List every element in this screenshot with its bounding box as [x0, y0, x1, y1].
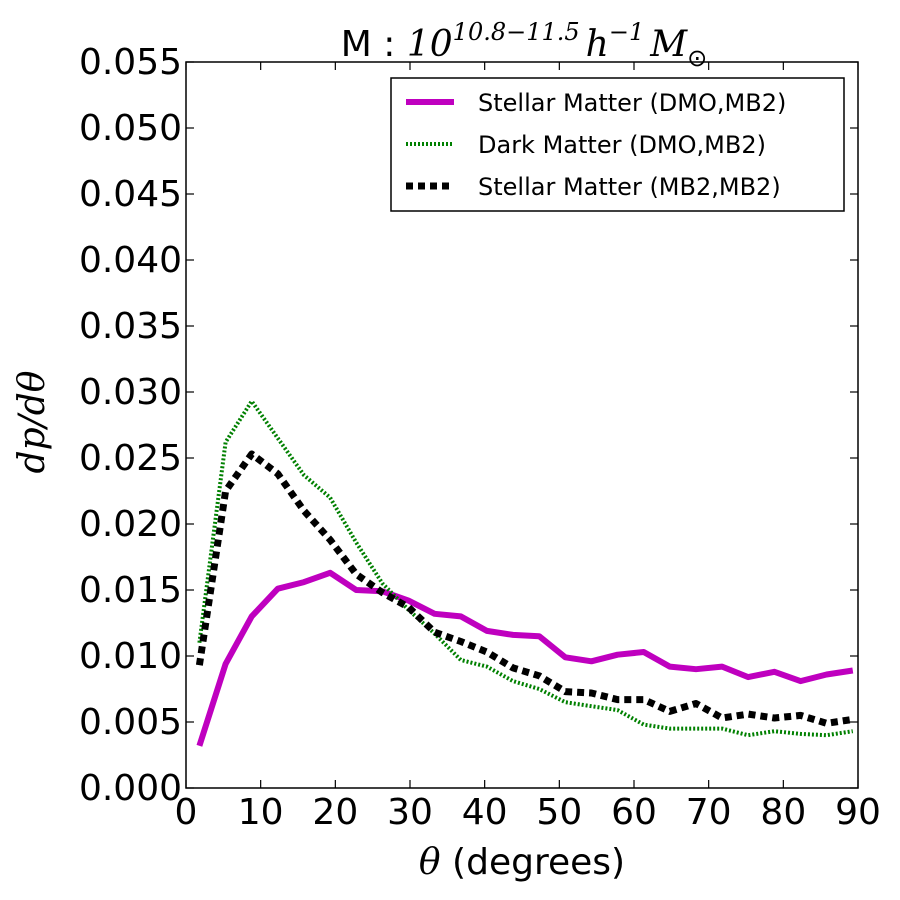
y-axis-label: dp/dθ	[12, 370, 53, 473]
x-tick-label: 30	[387, 792, 433, 833]
title-h-exponent: −1	[609, 18, 644, 46]
plot-frame	[185, 61, 859, 789]
title-m: M	[649, 24, 688, 65]
y-tick-label: 0.020	[79, 504, 182, 545]
x-axis-label: θ (degrees)	[419, 842, 625, 883]
series-line-2	[197, 399, 854, 738]
y-tick-label: 0.005	[79, 702, 182, 743]
ticks-layer: 0 10 20 30 40 50 60 70 80 90 0.000 0.005 0.010 0.015 0…	[79, 42, 881, 833]
x-tick-label: 40	[462, 792, 508, 833]
x-tick-label: 50	[536, 792, 582, 833]
series-line-1	[196, 569, 854, 747]
chart-title: M : 1010.8−11.5 h−1 M⊙	[341, 18, 707, 72]
x-axis-symbol: θ	[419, 842, 441, 883]
title-base: 10	[407, 24, 453, 65]
x-tick-label: 70	[686, 792, 732, 833]
y-tick-label: 0.055	[79, 42, 182, 83]
y-tick-label: 0.010	[79, 636, 182, 677]
x-axis-text: (degrees)	[441, 842, 625, 883]
title-m-subscript: ⊙	[687, 44, 707, 72]
y-tick-label: 0.015	[79, 570, 182, 611]
x-tick-label: 60	[611, 792, 657, 833]
series-layer	[195, 399, 854, 747]
series-line-3	[195, 450, 854, 727]
legend-label-2: Dark Matter (DMO,MB2)	[478, 131, 766, 159]
legend-label-3: Stellar Matter (MB2,MB2)	[478, 173, 781, 201]
y-tick-label: 0.050	[79, 108, 182, 149]
legend-label-1: Stellar Matter (DMO,MB2)	[478, 89, 786, 117]
y-tick-label: 0.045	[79, 174, 182, 215]
y-tick-label: 0.035	[79, 306, 182, 347]
legend: Stellar Matter (DMO,MB2) Dark Matter (DMO…	[390, 77, 845, 212]
x-tick-label: 20	[312, 792, 358, 833]
y-tick-label: 0.025	[79, 438, 182, 479]
y-tick-label: 0.000	[79, 768, 182, 809]
y-tick-label: 0.040	[79, 240, 182, 281]
title-exponent: 10.8−11.5	[453, 18, 580, 46]
x-tick-label: 10	[238, 792, 284, 833]
y-tick-label: 0.030	[79, 372, 182, 413]
title-h: h	[586, 24, 609, 65]
x-tick-label: 0	[175, 792, 198, 833]
legend-box	[390, 77, 845, 212]
title-prefix: M :	[341, 24, 407, 65]
x-tick-label: 90	[835, 792, 881, 833]
x-tick-label: 80	[760, 792, 806, 833]
